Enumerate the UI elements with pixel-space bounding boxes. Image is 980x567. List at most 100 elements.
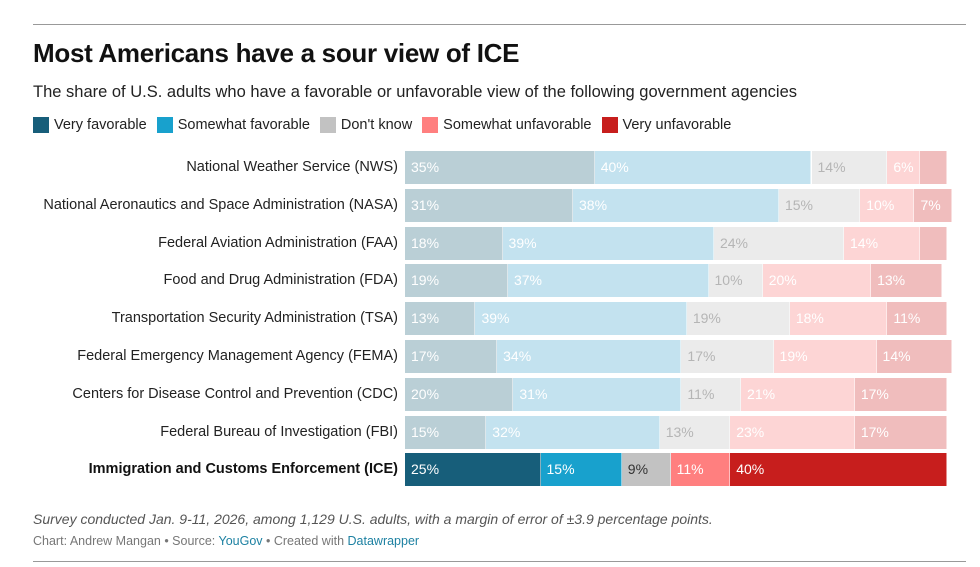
datawrapper-link[interactable]: Datawrapper [347, 534, 420, 548]
stacked-bar: 15% 32% 13% 23% 17% [405, 415, 965, 449]
bar-segment-very-unfavorable [919, 151, 947, 184]
data-label: 32% [492, 423, 521, 440]
data-label: 21% [747, 385, 776, 402]
data-label: 15% [546, 461, 575, 478]
bar-segment-somewhat-unfavorable: 6% [887, 151, 920, 184]
data-label: 10% [866, 196, 895, 213]
stacked-bar: 31% 38% 15% 10% 7% [405, 188, 965, 222]
bar-segment-very-favorable: 15% [405, 415, 487, 449]
data-label: 17% [860, 423, 889, 440]
bar-segment-very-unfavorable: 11% [887, 302, 947, 336]
bar-segment-very-favorable: 25% [405, 453, 541, 487]
byline: Chart: Andrew Mangan • Source: YouGov • … [33, 534, 419, 548]
data-label: 14% [850, 234, 879, 251]
bar-segment-somewhat-unfavorable: 21% [741, 377, 855, 411]
legend-swatch-very-unfavorable [601, 117, 618, 133]
bar-segment-dont-know: 10% [708, 264, 763, 298]
data-label: 38% [579, 196, 608, 213]
bar-row: Centers for Disease Control and Preventi… [0, 377, 980, 411]
bar-row: National Weather Service (NWS) 35% 40% 14% 6… [0, 150, 980, 184]
bar-segment-somewhat-favorable: 15% [540, 453, 622, 487]
data-label: 19% [779, 348, 808, 364]
bar-segment-dont-know: 19% [686, 302, 790, 336]
data-label: 31% [411, 196, 440, 213]
bar-segment-dont-know: 13% [659, 415, 731, 449]
legend-swatch-somewhat-favorable [156, 117, 173, 133]
legend-item-dont-know: Don't know [319, 117, 413, 133]
data-label: 15% [784, 196, 813, 213]
data-label: 18% [795, 310, 824, 327]
bar-segment-somewhat-favorable: 37% [507, 264, 709, 298]
data-label: 14% [817, 159, 846, 175]
bar-segment-somewhat-unfavorable: 14% [844, 226, 920, 260]
data-label: 39% [508, 234, 537, 251]
bar-segment-dont-know: 14% [811, 151, 888, 184]
category-label: Federal Aviation Administration (FAA) [158, 234, 398, 251]
bar-row: Food and Drug Administration (FDA) 19% 37%… [0, 263, 980, 298]
bottom-rule [33, 561, 966, 562]
legend-label: Somewhat favorable [177, 117, 310, 133]
data-label: 11% [676, 461, 704, 478]
data-label: 24% [719, 234, 748, 251]
bar-segment-somewhat-unfavorable: 10% [860, 188, 915, 222]
category-label: Food and Drug Administration (FDA) [163, 272, 398, 289]
bar-segment-dont-know: 24% [713, 226, 845, 260]
bar-segment-somewhat-unfavorable: 23% [730, 415, 855, 449]
category-label: Centers for Disease Control and Preventi… [72, 385, 398, 402]
data-label: 20% [768, 272, 797, 289]
byline-separator: • Source: [160, 534, 219, 548]
bar-segment-somewhat-unfavorable: 18% [789, 302, 888, 336]
data-label: 17% [687, 348, 716, 364]
data-label: 20% [411, 385, 440, 402]
category-label: Transportation Security Administration (… [111, 310, 398, 327]
top-rule [33, 24, 966, 25]
bar-segment-dont-know: 15% [778, 188, 861, 222]
category-label: Federal Emergency Management Agency (FEM… [77, 348, 398, 364]
bar-segment-dont-know: 17% [681, 340, 774, 373]
data-label: 15% [411, 423, 440, 440]
bar-row: Transportation Security Administration (… [0, 301, 980, 336]
bar-segment-very-favorable: 35% [405, 151, 595, 184]
stacked-bar: 17% 34% 17% 19% 14% [405, 340, 965, 373]
bar-segment-very-unfavorable [919, 226, 947, 260]
stacked-bar: 35% 40% 14% 6% [405, 151, 965, 184]
data-label: 9% [627, 461, 649, 478]
data-label: 19% [692, 310, 721, 327]
data-label: 13% [877, 272, 906, 289]
stacked-bar: 25% 15% 9% 11% 40% [405, 453, 965, 487]
data-label: 31% [519, 385, 548, 402]
bar-row: Immigration and Customs Enforcement (ICE… [0, 452, 980, 487]
source-link[interactable]: YouGov [218, 534, 263, 548]
bar-segment-somewhat-favorable: 38% [573, 188, 779, 222]
legend-item-very-favorable: Very favorable [33, 117, 147, 133]
data-label: 23% [736, 423, 765, 440]
data-label: 25% [411, 461, 440, 478]
category-label: Federal Bureau of Investigation (FBI) [160, 423, 398, 440]
data-label: 11% [687, 385, 715, 402]
bar-row: Federal Aviation Administration (FAA) 18%… [0, 226, 980, 260]
data-label: 11% [893, 310, 921, 327]
bar-segment-somewhat-unfavorable: 20% [762, 264, 872, 298]
bar-segment-very-favorable: 20% [405, 377, 514, 411]
data-label: 18% [411, 234, 440, 251]
chart-subtitle: The share of U.S. adults who have a favo… [33, 83, 798, 101]
legend-label: Don't know [340, 117, 413, 133]
chart-title: Most Americans have a sour view of ICE [33, 38, 520, 68]
category-label: National Aeronautics and Space Administr… [43, 196, 398, 213]
data-label: 35% [411, 159, 440, 175]
bar-segment-somewhat-favorable: 39% [475, 302, 687, 336]
data-label: 6% [893, 159, 914, 175]
data-label: 19% [411, 272, 440, 289]
bar-segment-very-favorable: 19% [405, 264, 508, 298]
stacked-bar: 20% 31% 11% 21% 17% [405, 377, 965, 411]
byline-separator: • Created with [262, 534, 348, 548]
bar-segment-very-unfavorable: 17% [854, 415, 947, 449]
bar-segment-somewhat-favorable: 34% [497, 340, 682, 373]
data-label: 17% [860, 385, 889, 402]
data-label: 40% [736, 461, 765, 478]
data-label: 14% [882, 348, 911, 364]
legend-swatch-somewhat-unfavorable [422, 117, 439, 133]
bar-segment-somewhat-favorable: 39% [502, 226, 714, 260]
data-label: 40% [600, 159, 629, 175]
legend-item-somewhat-unfavorable: Somewhat unfavorable [422, 117, 592, 133]
